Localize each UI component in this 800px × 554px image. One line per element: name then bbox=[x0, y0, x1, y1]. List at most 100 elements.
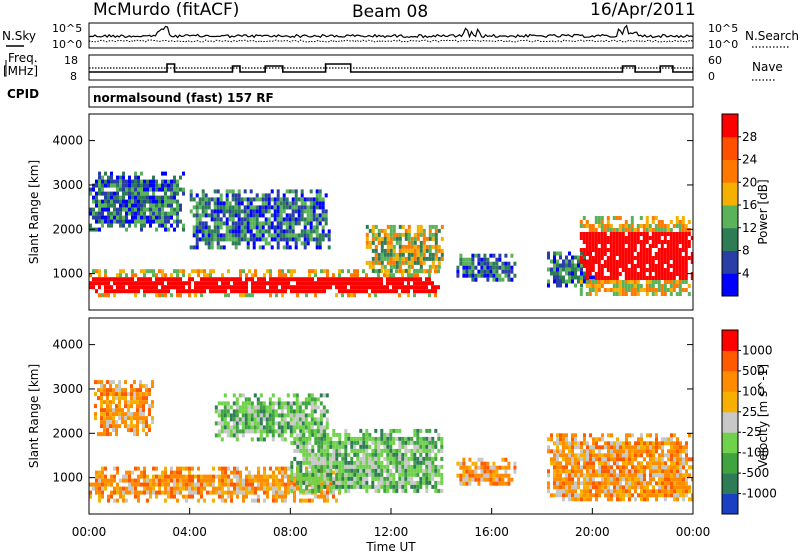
velocity-cell-5 bbox=[607, 477, 610, 482]
velocity-cell-5 bbox=[595, 493, 598, 498]
velocity-cell-5 bbox=[628, 441, 631, 446]
velocity-cell-1 bbox=[365, 428, 369, 433]
power-cell-6 bbox=[672, 244, 676, 248]
power-cbar-swatch-6 bbox=[722, 136, 738, 160]
velocity-cell-1 bbox=[302, 452, 306, 457]
power-cell-2 bbox=[216, 213, 220, 218]
power-cell-0 bbox=[362, 285, 365, 290]
power-cell-6 bbox=[624, 224, 628, 228]
velocity-cell-5 bbox=[649, 489, 652, 494]
power-cell-6 bbox=[687, 244, 691, 248]
power-cell-1 bbox=[140, 207, 143, 212]
velocity-cell-5 bbox=[577, 477, 580, 482]
power-cell-1 bbox=[173, 187, 176, 192]
power-cell-1 bbox=[179, 207, 182, 212]
velocity-cell-1 bbox=[380, 468, 384, 473]
velocity-cell-0 bbox=[239, 486, 242, 491]
power-cell-0 bbox=[356, 277, 359, 282]
velocity-cell-5 bbox=[688, 497, 691, 502]
power-cell-0 bbox=[167, 285, 170, 290]
velocity-cell-1 bbox=[395, 428, 399, 433]
power-cell-0 bbox=[116, 277, 119, 282]
power-cell-3 bbox=[428, 228, 432, 233]
power-cell-2 bbox=[303, 233, 307, 238]
velocity-cell-1 bbox=[401, 460, 405, 465]
power-cell-6 bbox=[624, 248, 628, 252]
velocity-cell-1 bbox=[434, 484, 438, 489]
power-cell-0 bbox=[278, 273, 281, 278]
velocity-cell-1 bbox=[365, 468, 369, 473]
power-cell-0 bbox=[377, 285, 380, 290]
power-cell-0 bbox=[176, 285, 179, 290]
velocity-cell-0 bbox=[272, 478, 275, 483]
velocity-cell-5 bbox=[583, 473, 586, 478]
velocity-cell-3 bbox=[235, 433, 239, 438]
power-cell-6 bbox=[666, 256, 670, 260]
power-cell-1 bbox=[110, 215, 113, 220]
velocity-cell-0 bbox=[284, 490, 287, 495]
power-cell-0 bbox=[305, 289, 308, 294]
velocity-cell-0 bbox=[164, 474, 167, 479]
velocity-cell-1 bbox=[308, 432, 312, 437]
velocity-cell-2 bbox=[130, 388, 133, 393]
power-cell-0 bbox=[203, 281, 206, 286]
velocity-cell-1 bbox=[431, 460, 435, 465]
power-cell-6 bbox=[669, 276, 673, 280]
velocity-cell-3 bbox=[229, 425, 233, 430]
velocity-cell-5 bbox=[670, 473, 673, 478]
velocity-cell-5 bbox=[580, 457, 583, 462]
velocity-cell-3 bbox=[274, 429, 278, 434]
velocity-cell-3 bbox=[265, 421, 269, 426]
velocity-cell-5 bbox=[625, 457, 628, 462]
power-cell-6 bbox=[648, 252, 652, 256]
power-cell-0 bbox=[248, 293, 251, 298]
velocity-cell-1 bbox=[305, 468, 309, 473]
velocity-cell-5 bbox=[655, 433, 658, 438]
velocity-cell-2 bbox=[133, 388, 136, 393]
velocity-cell-1 bbox=[317, 488, 321, 493]
power-cell-2 bbox=[312, 225, 316, 230]
power-cell-0 bbox=[128, 281, 131, 286]
velocity-cell-1 bbox=[389, 460, 393, 465]
velocity-cell-4 bbox=[468, 457, 472, 462]
velocity-cell-2 bbox=[94, 392, 97, 397]
power-cell-0 bbox=[389, 277, 392, 282]
velocity-cell-2 bbox=[136, 424, 139, 429]
velocity-cell-0 bbox=[275, 494, 278, 499]
power-cell-1 bbox=[107, 175, 110, 180]
power-cell-2 bbox=[246, 221, 250, 226]
power-cell-4 bbox=[483, 253, 487, 258]
velocity-cell-5 bbox=[670, 489, 673, 494]
velocity-cell-5 bbox=[583, 457, 586, 462]
power-cell-2 bbox=[288, 229, 292, 234]
power-cell-0 bbox=[377, 273, 380, 278]
power-cell-1 bbox=[149, 215, 152, 220]
power-cell-6 bbox=[651, 256, 655, 260]
power-cell-6 bbox=[690, 252, 693, 256]
velocity-cell-0 bbox=[329, 482, 332, 487]
power-cell-3 bbox=[440, 256, 444, 261]
velocity-cell-1 bbox=[326, 476, 330, 481]
velocity-cell-4 bbox=[513, 465, 517, 470]
power-cell-1 bbox=[116, 215, 119, 220]
velocity-cell-3 bbox=[229, 405, 233, 410]
power-cell-2 bbox=[225, 217, 229, 222]
power-cell-6 bbox=[678, 268, 682, 272]
velocity-cell-0 bbox=[245, 466, 248, 471]
velocity-cell-3 bbox=[223, 425, 227, 430]
power-cell-1 bbox=[98, 211, 101, 216]
power-cell-6 bbox=[666, 268, 670, 272]
velocity-cell-3 bbox=[226, 433, 230, 438]
power-cell-2 bbox=[321, 217, 325, 222]
velocity-cell-4 bbox=[465, 469, 469, 474]
power-cell-1 bbox=[161, 187, 164, 192]
power-cell-2 bbox=[315, 205, 319, 210]
velocity-cell-5 bbox=[580, 441, 583, 446]
power-cell-2 bbox=[225, 229, 229, 234]
velocity-cell-0 bbox=[227, 478, 230, 483]
power-cell-0 bbox=[170, 293, 173, 298]
velocity-cell-1 bbox=[305, 444, 309, 449]
velocity-cell-1 bbox=[314, 452, 318, 457]
power-cell-0 bbox=[413, 281, 416, 286]
velocity-cell-3 bbox=[313, 433, 317, 438]
